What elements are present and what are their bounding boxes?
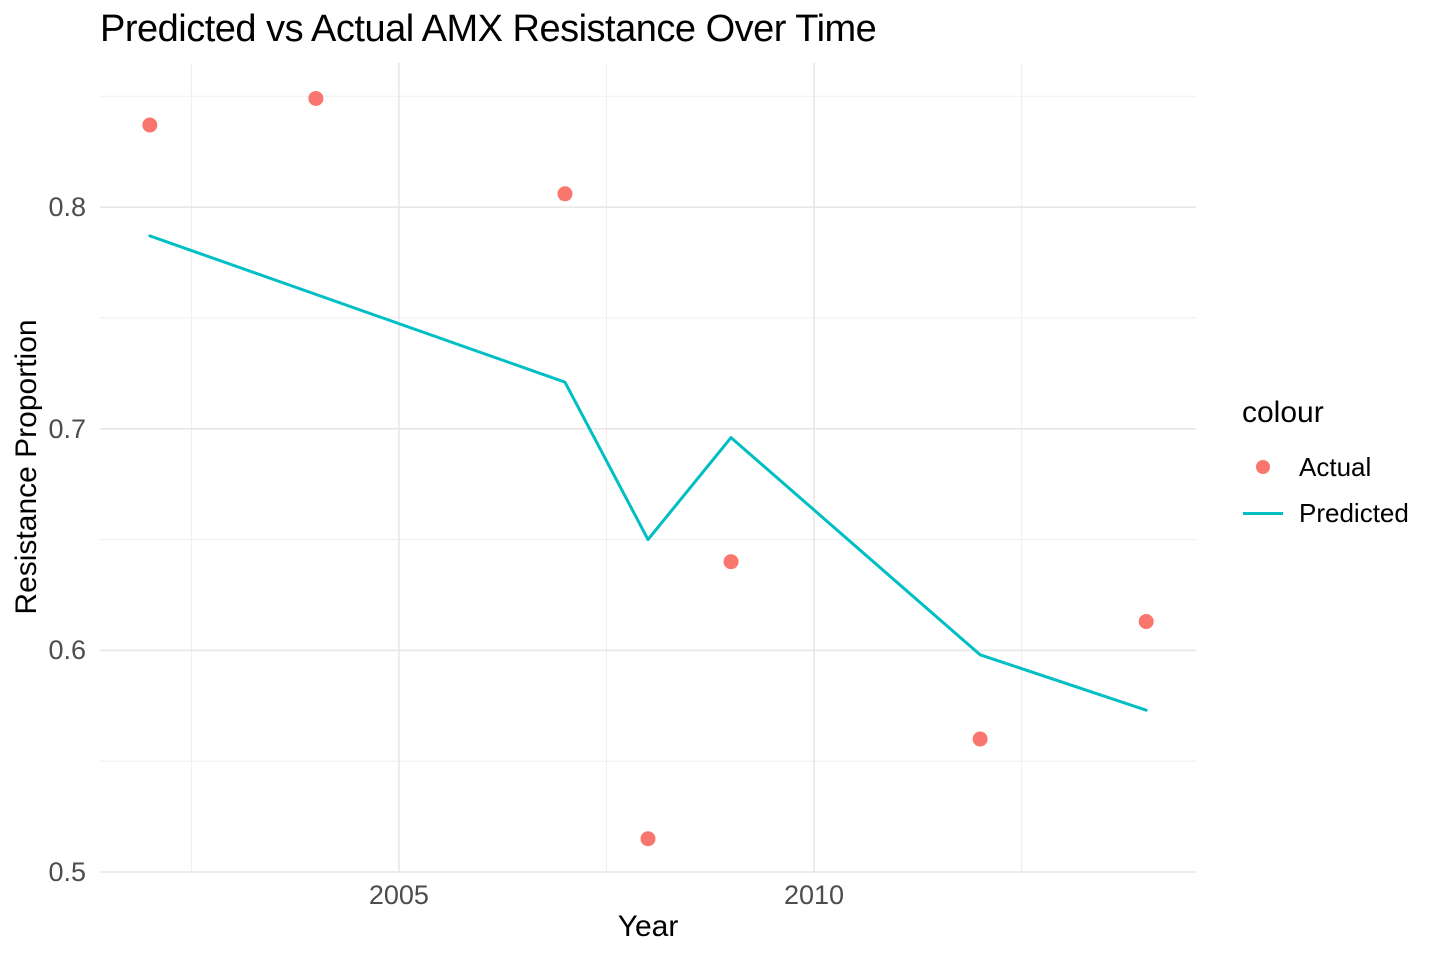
series-point-actual (557, 186, 573, 202)
x-axis-title: Year (617, 910, 679, 943)
series-line-predicted (148, 234, 1148, 712)
series-point-actual (640, 831, 656, 847)
y-tick-label: 0.8 (48, 192, 86, 223)
x-tick-label: 2005 (368, 880, 429, 910)
legend-item-predicted: Predicted (1242, 490, 1409, 536)
legend-line-key-icon (1242, 511, 1284, 515)
line-swatch (1243, 511, 1283, 515)
legend-items: Actual Predicted (1242, 444, 1409, 536)
y-tick-label: 0.6 (48, 635, 86, 666)
series-point-actual (142, 117, 158, 133)
legend-item-actual: Actual (1242, 444, 1409, 490)
y-tick-label: 0.5 (48, 857, 86, 887)
series-point-actual (723, 554, 739, 570)
series-point-actual (972, 731, 988, 747)
series-point-actual (308, 90, 324, 106)
chart-title: Predicted vs Actual AMX Resistance Over … (100, 8, 877, 50)
legend-point-key-icon (1242, 460, 1284, 474)
x-tick-label: 2010 (784, 880, 845, 910)
dot-swatch (1256, 460, 1270, 474)
legend-item-label: Predicted (1299, 497, 1409, 528)
series-point-actual (1138, 614, 1154, 630)
y-tick-label: 0.7 (48, 413, 86, 444)
legend: colour Actual Predicted (1242, 396, 1409, 536)
legend-title: colour (1242, 396, 1324, 429)
legend-item-label: Actual (1299, 451, 1372, 482)
y-axis-title: Resistance Proportion (10, 319, 43, 615)
